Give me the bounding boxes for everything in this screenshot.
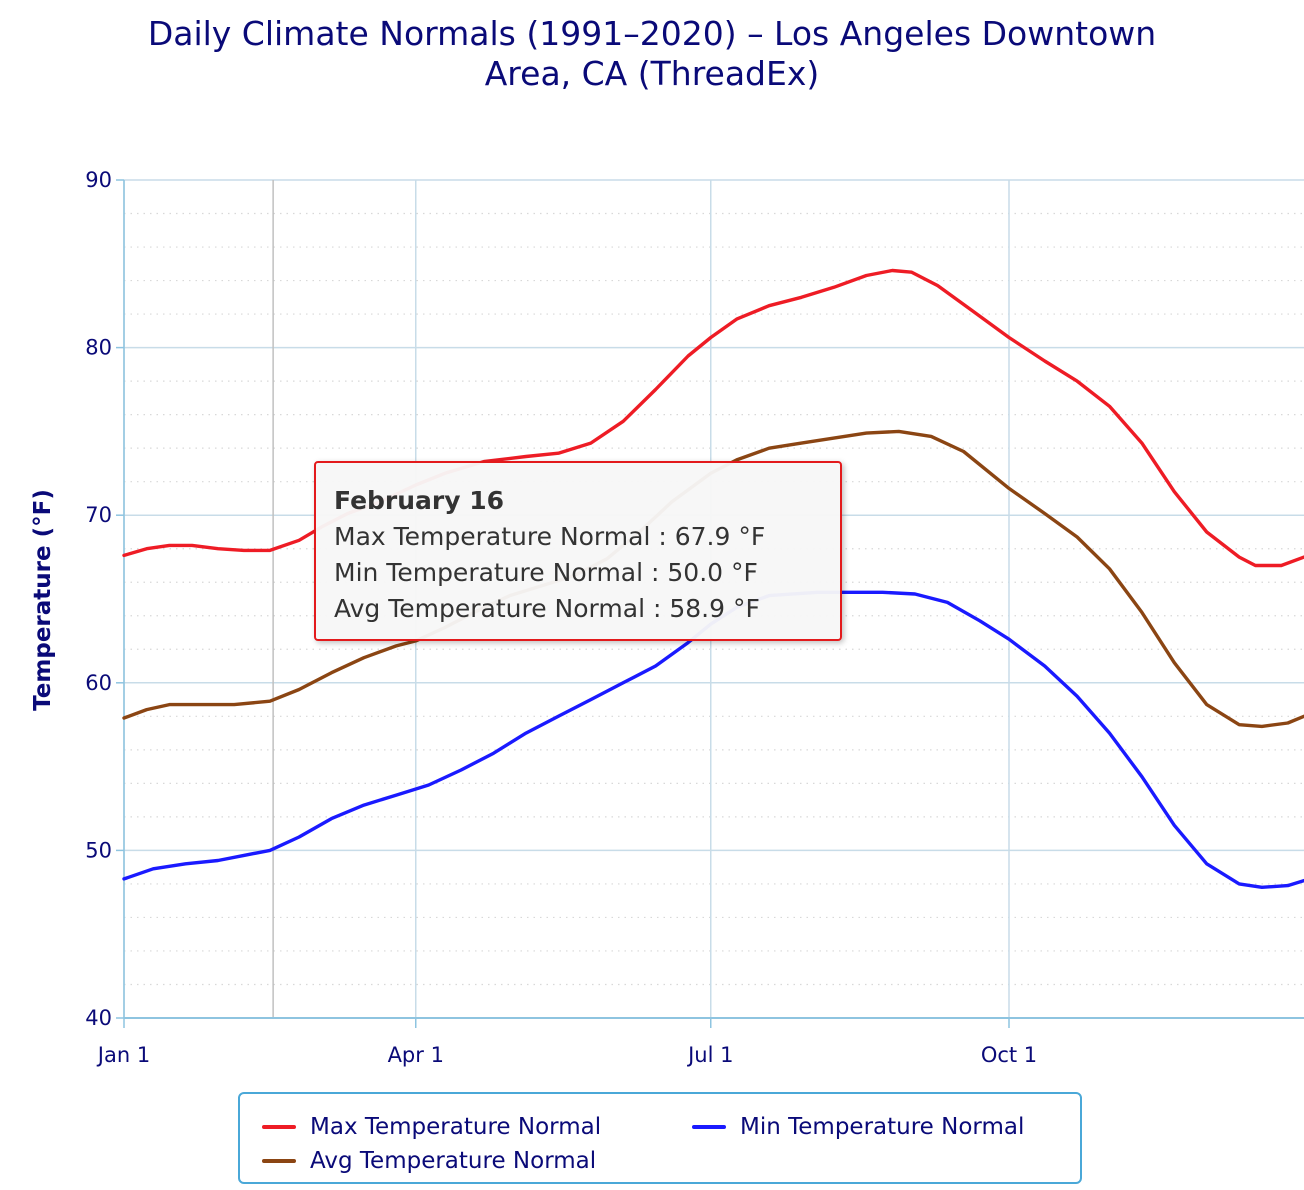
y-tick-label: 70 (85, 503, 112, 527)
x-tick-label: Jul 1 (686, 1043, 733, 1067)
legend-swatch-avg (262, 1159, 296, 1163)
legend-swatch-max (262, 1125, 296, 1129)
legend-item-avg[interactable]: Avg Temperature Normal (262, 1146, 596, 1176)
legend-label-avg: Avg Temperature Normal (310, 1148, 597, 1174)
y-tick-label: 60 (85, 671, 112, 695)
y-tick-label: 90 (85, 168, 112, 192)
y-axis-ticks: 40 50 60 70 80 90 (85, 168, 124, 1030)
y-tick-label: 50 (85, 838, 112, 862)
series-line-max (122, 268, 1304, 568)
tooltip-max-line: Max Temperature Normal : 67.9 °F (334, 522, 766, 551)
legend-label-max: Max Temperature Normal (310, 1114, 602, 1140)
chart-title-line-2: Area, CA (ThreadEx) (484, 54, 820, 93)
x-axis-ticks: Jan 1 Apr 1 Jul 1 Oct 1 (96, 1018, 1037, 1067)
tooltip-avg-line: Avg Temperature Normal : 58.9 °F (334, 594, 760, 623)
tooltip-date: February 16 (334, 486, 505, 515)
chart-title-line-1: Daily Climate Normals (1991–2020) – Los … (147, 14, 1157, 53)
y-tick-label: 80 (85, 336, 112, 360)
tooltip-min-line: Min Temperature Normal : 50.0 °F (334, 558, 758, 587)
chart-title: Daily Climate Normals (1991–2020) – Los … (0, 14, 1304, 94)
y-axis-title: Temperature (°F) (30, 489, 56, 711)
legend-label-min: Min Temperature Normal (740, 1114, 1025, 1140)
hover-tooltip: February 16 Max Temperature Normal : 67.… (314, 461, 842, 641)
y-tick-label: 40 (85, 1006, 112, 1030)
legend-item-max[interactable]: Max Temperature Normal (262, 1112, 601, 1142)
x-tick-label: Jan 1 (96, 1043, 150, 1067)
x-tick-label: Oct 1 (981, 1043, 1037, 1067)
legend-swatch-min (692, 1125, 726, 1129)
chart-legend: Max Temperature Normal Min Temperature N… (238, 1092, 1082, 1184)
x-tick-label: Apr 1 (388, 1043, 444, 1067)
legend-item-min[interactable]: Min Temperature Normal (692, 1112, 1024, 1142)
